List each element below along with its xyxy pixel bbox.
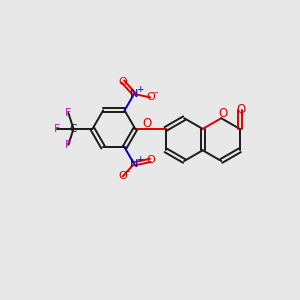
Text: O: O bbox=[118, 171, 127, 181]
Text: –: – bbox=[154, 88, 158, 98]
Text: O: O bbox=[118, 76, 127, 86]
Text: F: F bbox=[54, 124, 60, 134]
Text: +: + bbox=[136, 85, 143, 94]
Text: F: F bbox=[65, 140, 72, 150]
Text: O: O bbox=[142, 117, 151, 130]
Text: N: N bbox=[130, 159, 138, 169]
Text: N: N bbox=[130, 89, 138, 99]
Text: O: O bbox=[146, 155, 155, 165]
Text: O: O bbox=[218, 107, 227, 120]
Text: O: O bbox=[237, 103, 246, 116]
Text: F: F bbox=[65, 108, 72, 118]
Text: –: – bbox=[126, 167, 130, 176]
Text: C: C bbox=[70, 124, 77, 134]
Text: +: + bbox=[136, 155, 143, 164]
Text: O: O bbox=[146, 92, 155, 102]
